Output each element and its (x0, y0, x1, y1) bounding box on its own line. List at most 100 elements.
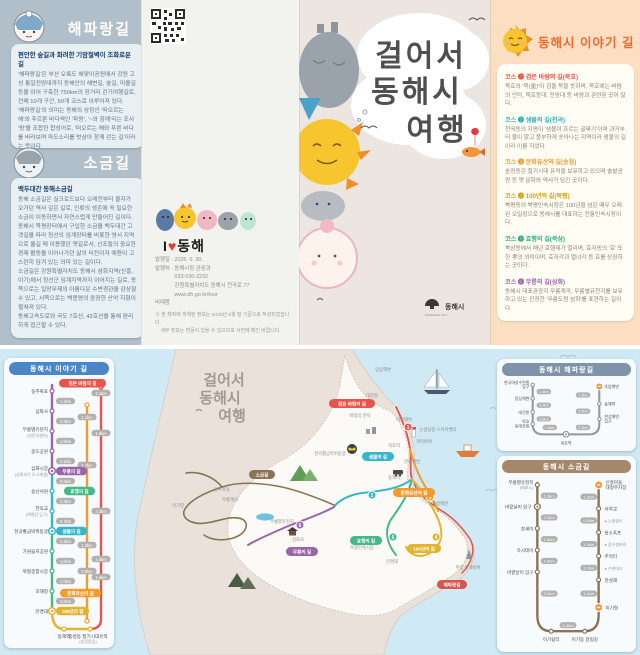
distance-pill: 1.7km (583, 566, 595, 571)
station-label: 이기동 갈림길 (572, 636, 598, 643)
cover-cloud (351, 13, 489, 159)
station-label: 중도공원 (31, 448, 48, 454)
distance-pill: 0.9km (583, 518, 595, 523)
distance-pill: 0.8km (60, 419, 72, 424)
distance-pill: 1.5km (95, 557, 107, 562)
haeparang-labels: 한국여성수련원 입구 망상해변 대진항 묵호 등대공원 추암해변 동해역 한섬해… (504, 380, 619, 446)
marker-6: 6 (299, 523, 302, 529)
map-label: 대진항 (366, 392, 378, 399)
logo-city-name-en: DONGHAE CITY (425, 313, 448, 317)
publication-details: 발행일 : 2025. 6. 30. 발행처 : 동해시청 관광과 033-53… (155, 257, 250, 307)
station-label: 천곡황금박쥐동굴 (14, 528, 48, 535)
station-label: 이기쉼터 (543, 636, 560, 643)
distance-pill: 0.7km (60, 519, 72, 524)
distance-pill: 2.4km (562, 623, 574, 628)
station-label: 삼화사 (35, 408, 48, 415)
course-item-4: 코스 ❹ 100년의 길(북평) 북평동의 북평민속시장은 100년을 넘은 매… (505, 191, 626, 228)
station-sublabel: ● 소원쉼터 (605, 518, 623, 523)
distance-pill: 1.7km (81, 463, 93, 468)
course-5-desc: 북삼동에서 매년 효행제가 열리며, 효자동의 '효' 또한 孝의 의미이며, … (505, 246, 623, 270)
station-label: 한성재 (605, 577, 618, 584)
station-label: 호해정 (35, 588, 48, 595)
cover-title-line3: 여행 (406, 114, 467, 147)
station-sublabel: (매표소) (520, 485, 534, 490)
terminal-sublabel: (송정움집) (79, 638, 97, 644)
distance-pill: 0.8km (60, 599, 72, 604)
section-title-salt: 소금길 (83, 155, 131, 172)
distance-pill: 1.2km (583, 494, 595, 499)
station-label: 무릉별유천지 (508, 479, 533, 486)
station-sublabel: (방문자센터) (27, 432, 49, 438)
station-label: 묵호역 (561, 441, 572, 446)
diagram-badge-munhwa: 문화유산의 길 (67, 590, 94, 597)
distance-pill: 1.8km (95, 431, 107, 436)
distance-pill: 2.1km (544, 515, 556, 520)
distance-pill: 3.4km (539, 404, 549, 408)
course-badges: 검은 바람의 길 무릉의 길 샘물의 길 효행의 길 문화유산의 길 100년의… (56, 379, 106, 616)
station-label: 입구 (522, 384, 530, 389)
distance-pill: 1.1km (81, 415, 93, 420)
station-label: 용추폭포 (31, 389, 48, 395)
panel-publication-info: I♥동해 발행일 : 2025. 6. 30. 발행처 : 동해시청 관광과 0… (141, 0, 299, 345)
station-label: 장새이 (521, 525, 534, 532)
distance-pill: 1.6km (545, 426, 555, 430)
course-item-5: 코스 ❺ 효행의 길(북삼) 북삼동에서 매년 효행제가 열리며, 효자동의 '… (505, 234, 626, 271)
distance-pill: 1.1km (583, 591, 595, 596)
course-4-label: 코스 ❹ 100년의 길(북평) (505, 193, 570, 201)
bird-icons (316, 17, 486, 301)
map-title-line1: 걸어서 (203, 372, 244, 389)
distance-pill: 1.0km (60, 579, 72, 584)
haeparang-description-card: 편안한 숲길과 화려한 기암절벽이 조화로운 길 '해파랑길'은 부산 오륙도 … (11, 44, 144, 150)
fish-with-heart-icon (462, 128, 485, 157)
salt-diagram-card: 동해시 소금길 1.3km 2.1km 1.6km 1.9km 2.2km 1.… (497, 456, 636, 652)
course-item-2: 코스 ❷ 샘물의 길(천곡) 천곡동의 지명이 '샘물이 흐르는 골짜기'이며 … (505, 115, 626, 152)
haeparang-pills: 1.4km 3.4km 2.6km 7.3km 4.2km 1.6km 2.1k… (536, 388, 591, 431)
haeparang-diagram-card: 동해시 해파랑길 1.4km 3.4km 2.6km 7.3km 4.2km 1… (497, 359, 636, 451)
train-icon (393, 470, 403, 477)
haeparang-dots (530, 382, 604, 438)
distance-pill: 1.4km (60, 539, 72, 544)
map-side: 걸어서 동해시 여행 (0, 349, 640, 655)
map-label: 무릉별유천지 (270, 518, 294, 525)
map-label: 바람의 언덕 (350, 412, 371, 419)
haeparang-heading: 편안한 숲길과 화려한 기암절벽이 조화로운 길 (18, 52, 131, 68)
map-label: 망상해변 (375, 366, 391, 373)
course-6-desc: 동해시 대표관광지 무릉계곡, 무릉별유천지를 보유하고 있는 진정한 '무릉도… (505, 288, 623, 312)
story-courses-card: 코스 ❶ 검은 바람의 길(묵호) 묵호의 '묵(墨)'이 검을 묵을 뜻하며,… (497, 64, 634, 322)
fishing-boat-icon (456, 444, 480, 457)
village-icon (366, 427, 376, 434)
salt-dots (533, 480, 604, 634)
cover-characters (294, 22, 371, 289)
station-label: 북평종합시장 (23, 568, 49, 575)
map-label: 추암 촛대바위 (456, 564, 481, 571)
lighthouse-icon (411, 427, 416, 438)
station-label: 용산서원 (31, 488, 48, 495)
station-label: 대진항 (519, 410, 530, 415)
qr-code (150, 8, 186, 44)
haeparang-character-icon (13, 10, 45, 43)
distance-pill: 1.3km (81, 543, 93, 548)
distance-pill: 1.6km (544, 537, 556, 542)
terminal-labels: 동해역 송정동 철기시대유적 (송정움집) (58, 633, 108, 644)
map-label: 용추폭포 (214, 487, 230, 493)
mascot-characters-group (156, 203, 256, 231)
station-sublabel: ● 수변데크 (605, 566, 623, 571)
right-line-pills: 2.1km 1.8km 2.3km 1.5km 1.9km 1.1km 1.7k… (77, 389, 111, 581)
station-label: 묵호 (522, 419, 530, 424)
publication-disclaimer: ※ 본 책자에 게재된 정보는 2025년 6월 말 기준으로 작성되었습니다.… (155, 313, 290, 334)
cover-title-line1: 걸어서 (375, 40, 467, 73)
diagram-badge-hundred: 100년의 길 (62, 608, 84, 615)
section-title-haeparang: 해파랑길 (67, 21, 131, 38)
course-item-1: 코스 ❶ 검은 바람의 길(묵호) 묵호의 '묵(墨)'이 검을 묵을 뜻하며,… (505, 72, 626, 109)
sailboat-icon (423, 369, 450, 394)
map-label: 동해역 (388, 474, 400, 481)
course-1-desc: 묵호의 '묵(墨)'이 검을 묵을 뜻하며, 묵호에는 바람의 언덕, 묵호등대… (505, 84, 626, 108)
map-label: 한섬해변 (404, 458, 420, 465)
map-title-line3: 여행 (218, 408, 246, 425)
distance-pill: 1.9km (95, 575, 107, 580)
station-label: 입구 (604, 418, 612, 423)
salt-diagram-title: 동해시 소금길 (502, 460, 631, 473)
salt-labels: 무릉별유천지 (매표소) 바깥날미 입구 장새이 옥시데이 바깥날미 입구 신흥… (505, 479, 626, 643)
cover-art: 걸어서 동해시 여행 동해시 DONGHAE CITY (294, 13, 489, 317)
